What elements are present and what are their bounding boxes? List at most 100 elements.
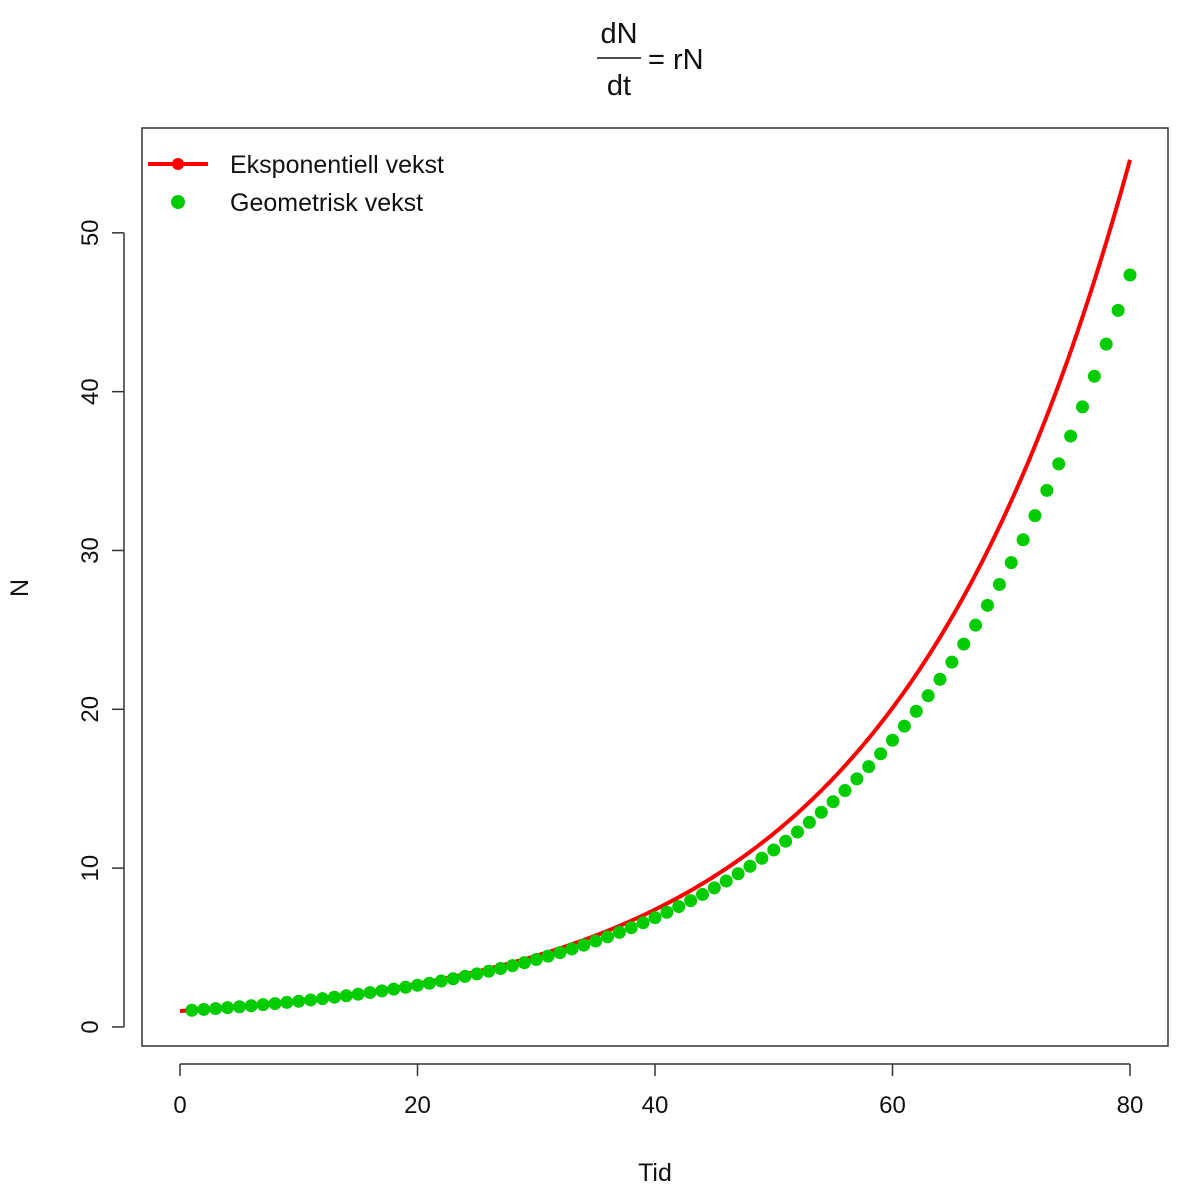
- x-axis-title: Tid: [638, 1159, 672, 1187]
- geometric-point: [197, 1002, 211, 1016]
- geometric-point: [351, 987, 365, 1001]
- geometric-point: [434, 974, 448, 988]
- geometric-point: [731, 867, 745, 881]
- y-axis: 0 10 20 30 40 50: [77, 219, 125, 1034]
- geometric-point: [1052, 457, 1066, 471]
- geometric-point: [541, 949, 555, 963]
- geometric-point: [624, 921, 638, 935]
- title-denominator: dt: [607, 70, 631, 102]
- x-tick-label: 60: [879, 1092, 906, 1119]
- geometric-point: [862, 760, 876, 774]
- y-tick-label: 40: [77, 378, 104, 405]
- geometric-point: [992, 578, 1006, 592]
- geometric-point: [292, 994, 306, 1008]
- geometric-point: [589, 934, 603, 948]
- geometric-point: [553, 946, 567, 960]
- geometric-point: [767, 843, 781, 857]
- geometric-point: [1028, 509, 1042, 523]
- geometric-point: [648, 911, 662, 925]
- geometric-point: [280, 995, 294, 1009]
- geometric-point: [802, 815, 816, 829]
- y-tick-label: 20: [77, 696, 104, 723]
- geometric-point: [755, 851, 769, 865]
- geometric-point: [850, 772, 864, 786]
- y-tick-label: 0: [77, 1020, 104, 1033]
- geometric-point: [1123, 268, 1137, 282]
- x-tick-label: 40: [642, 1092, 669, 1119]
- title-numerator: dN: [600, 18, 637, 50]
- geometric-point: [1064, 429, 1078, 443]
- x-tick-label: 0: [173, 1092, 186, 1119]
- legend: Eksponentiell vekst Geometrisk vekst: [148, 151, 444, 217]
- geometric-point: [399, 980, 413, 994]
- geometric-point: [707, 881, 721, 895]
- geometric-point: [446, 972, 460, 986]
- geometric-point: [494, 962, 508, 976]
- geometric-point: [506, 959, 519, 973]
- geometric-point: [244, 999, 258, 1013]
- geometric-point: [933, 672, 947, 686]
- geometric-point: [897, 719, 911, 733]
- geometric-point: [316, 992, 329, 1006]
- geometric-point: [612, 925, 626, 939]
- x-tick-label: 80: [1117, 1092, 1144, 1119]
- title-rhs: = rN: [648, 44, 704, 76]
- legend-label-exponential: Eksponentiell vekst: [230, 151, 444, 179]
- geometric-point: [304, 993, 318, 1007]
- y-tick-label: 50: [77, 219, 104, 246]
- geometric-point: [909, 704, 923, 718]
- geometric-point: [482, 964, 496, 978]
- x-tick-label: 20: [404, 1092, 431, 1119]
- plot-frame: [141, 127, 1169, 1047]
- geometric-point: [601, 930, 614, 944]
- geometric-point: [411, 978, 424, 992]
- geometric-point: [232, 1000, 246, 1014]
- geometric-point: [826, 795, 840, 809]
- geometric-point: [1076, 400, 1089, 414]
- geometric-point: [1040, 483, 1054, 497]
- geometric-point: [696, 887, 709, 901]
- geometric-point: [209, 1002, 223, 1016]
- geometric-point: [1111, 303, 1125, 317]
- chart-title: dN dt = rN: [597, 18, 704, 102]
- series-line-exponential: [179, 159, 1132, 1014]
- geometric-point: [660, 905, 674, 919]
- geometric-point: [565, 942, 579, 956]
- legend-marker-geometric: [171, 195, 185, 209]
- geometric-point: [636, 916, 650, 930]
- geometric-point: [981, 598, 994, 612]
- geometric-point: [779, 834, 793, 848]
- geometric-point: [221, 1001, 234, 1015]
- geometric-point: [886, 733, 899, 747]
- geometric-point: [517, 956, 531, 970]
- geometric-point: [874, 747, 888, 761]
- geometric-point: [672, 900, 686, 914]
- geometric-point: [1087, 369, 1101, 383]
- geometric-point: [375, 984, 389, 998]
- geometric-point: [945, 655, 959, 669]
- series-layer: [179, 159, 1137, 1017]
- geometric-point: [529, 952, 543, 966]
- legend-label-geometric: Geometrisk vekst: [230, 189, 423, 217]
- y-axis-title: N: [6, 579, 34, 597]
- geometric-point: [268, 997, 282, 1011]
- y-tick-label: 10: [77, 855, 104, 882]
- geometric-point: [363, 986, 377, 1000]
- legend-marker-exponential: [172, 158, 184, 170]
- geometric-point: [185, 1003, 199, 1017]
- geometric-point: [577, 938, 591, 952]
- geometric-point: [969, 618, 983, 632]
- x-axis: 0 20 40 60 80: [173, 1063, 1144, 1119]
- geometric-point: [458, 969, 472, 983]
- geometric-point: [719, 874, 733, 888]
- y-tick-label: 30: [77, 537, 104, 564]
- geometric-point: [791, 825, 804, 839]
- geometric-point: [1099, 337, 1113, 351]
- geometric-point: [684, 894, 698, 908]
- geometric-point: [838, 784, 852, 798]
- geometric-point: [814, 805, 828, 819]
- geometric-point: [422, 976, 436, 990]
- geometric-point: [1004, 556, 1018, 570]
- geometric-point: [1016, 533, 1030, 547]
